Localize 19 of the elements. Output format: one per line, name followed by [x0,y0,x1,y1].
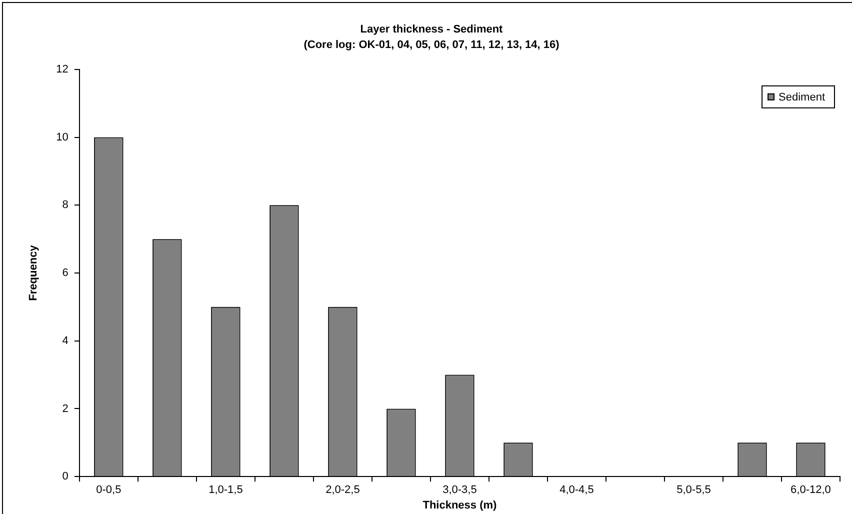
y-axis-title: Frequency [28,244,40,301]
y-tick-label: 8 [62,199,68,212]
legend-label: Sediment [778,91,826,104]
y-tick-label: 0 [62,470,68,483]
x-axis-title: Thickness (m) [422,499,498,512]
y-tick-label: 12 [56,63,68,76]
chart-subtitle: (Core log: OK-01, 04, 05, 06, 07, 11, 12, 13, 14, 16) [304,38,560,51]
x-tick-label: 5,0-5,5 [676,484,711,496]
y-tick-label: 2 [62,402,68,415]
y-tick-label: 6 [62,267,68,280]
y-tick-label: 10 [56,131,68,144]
x-tick-label: 2,0-2,5 [326,484,360,496]
x-tick-label: 0-0,5 [96,484,122,496]
x-tick-label: 1,0-1,5 [208,484,243,496]
x-tick-label: 6,0-12,0 [790,484,831,496]
x-tick-label: 4,0-4,5 [560,484,594,496]
y-tick-label: 4 [62,334,68,347]
chart-title: Layer thickness - Sediment [360,24,504,36]
x-tick-label: 3,0-3,5 [442,484,477,496]
